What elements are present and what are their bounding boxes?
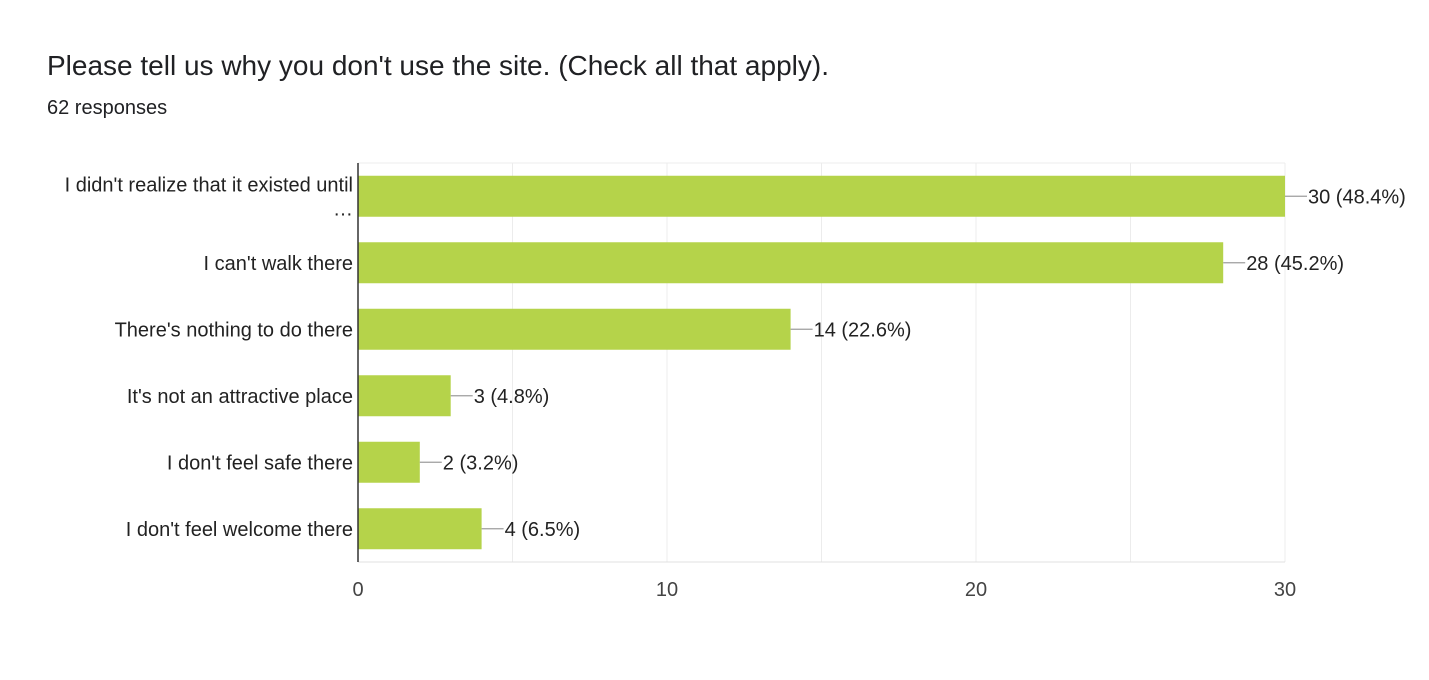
- x-tick-label: 30: [1274, 579, 1296, 601]
- category-label: I don't feel safe there: [167, 452, 353, 474]
- data-label: 2 (3.2%): [443, 452, 519, 474]
- bar: [358, 375, 451, 417]
- data-label: 3 (4.8%): [474, 386, 550, 408]
- bar: [358, 175, 1285, 217]
- bar: [358, 308, 791, 350]
- bar: [358, 441, 420, 483]
- category-label: I don't feel welcome there: [126, 519, 353, 541]
- category-label: I didn't realize that it existed until…: [65, 174, 353, 220]
- response-count: 62 responses: [47, 97, 168, 119]
- data-label: 30 (48.4%): [1308, 186, 1406, 208]
- chart-title: Please tell us why you don't use the sit…: [47, 50, 829, 81]
- bar: [358, 242, 1224, 284]
- category-label: It's not an attractive place: [127, 386, 353, 408]
- x-tick-label: 0: [352, 579, 363, 601]
- data-label: 14 (22.6%): [814, 319, 912, 341]
- data-label: 4 (6.5%): [505, 519, 581, 541]
- data-label: 28 (45.2%): [1246, 253, 1344, 275]
- x-tick-label: 10: [656, 579, 678, 601]
- bar: [358, 508, 482, 550]
- x-tick-label: 20: [965, 579, 987, 601]
- category-label: I can't walk there: [204, 253, 353, 275]
- category-label: There's nothing to do there: [115, 319, 353, 341]
